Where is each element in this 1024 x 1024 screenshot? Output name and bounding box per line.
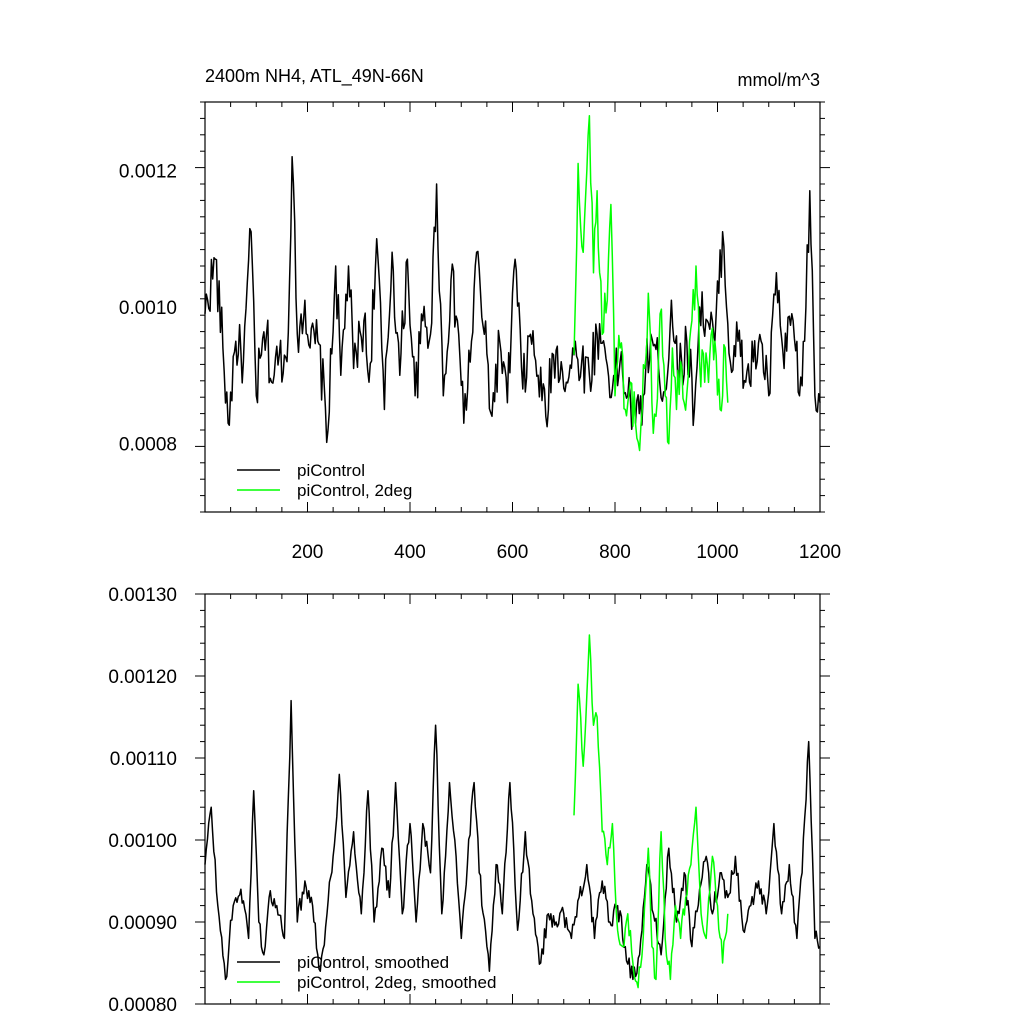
bottom-panel: 0.00130 0.00120 0.00110 0.00100 0.00090 0.000… [108, 585, 830, 1016]
axis-ticks [195, 101, 830, 513]
y-tick-label: 0.00120 [108, 667, 177, 688]
y-tick-label: 0.0008 [119, 435, 177, 456]
series-line [204, 699, 821, 981]
y-tick-labels: 0.00130 0.00120 0.00110 0.00100 0.00090 0.000… [108, 585, 177, 1016]
y-tick-label: 0.00130 [108, 585, 177, 606]
y-tick-label: 0.0012 [119, 161, 177, 182]
legend-label: piControl [297, 461, 365, 480]
x-tick-label: 800 [599, 542, 631, 563]
x-tick-labels: 200 400 600 800 1000 1200 [292, 542, 841, 563]
y-tick-label: 0.00090 [108, 913, 177, 934]
legend: piControl piControl, 2deg [237, 461, 412, 500]
top-panel: 2400m NH4, ATL_49N-66N mmol/m^3 0.00080.… [119, 66, 841, 563]
legend-label: piControl, 2deg [297, 481, 412, 500]
y-tick-label: 0.00080 [108, 995, 177, 1016]
legend: piControl, smoothed piControl, 2deg, smo… [237, 953, 496, 992]
x-tick-label: 200 [292, 542, 324, 563]
x-tick-label: 1200 [799, 542, 841, 563]
chart-title: 2400m NH4, ATL_49N-66N [205, 66, 424, 87]
series-line [204, 155, 821, 444]
axis-ticks [195, 593, 830, 1005]
x-tick-label: 1000 [696, 542, 738, 563]
y-tick-label: 0.00100 [108, 831, 177, 852]
series-group [204, 114, 821, 452]
y-tick-labels: 0.0008 0.0010 0.0012 [119, 161, 177, 455]
series-line [573, 634, 729, 989]
y-tick-label: 0.0010 [119, 298, 177, 319]
legend-label: piControl, smoothed [297, 953, 449, 972]
plot-frame [204, 593, 821, 1005]
series-group [204, 634, 821, 989]
y-tick-label: 0.00110 [110, 749, 177, 770]
legend-label: piControl, 2deg, smoothed [297, 973, 496, 992]
series-line [573, 114, 729, 452]
x-tick-label: 600 [497, 542, 529, 563]
units-label: mmol/m^3 [738, 70, 820, 90]
x-tick-label: 400 [394, 542, 426, 563]
